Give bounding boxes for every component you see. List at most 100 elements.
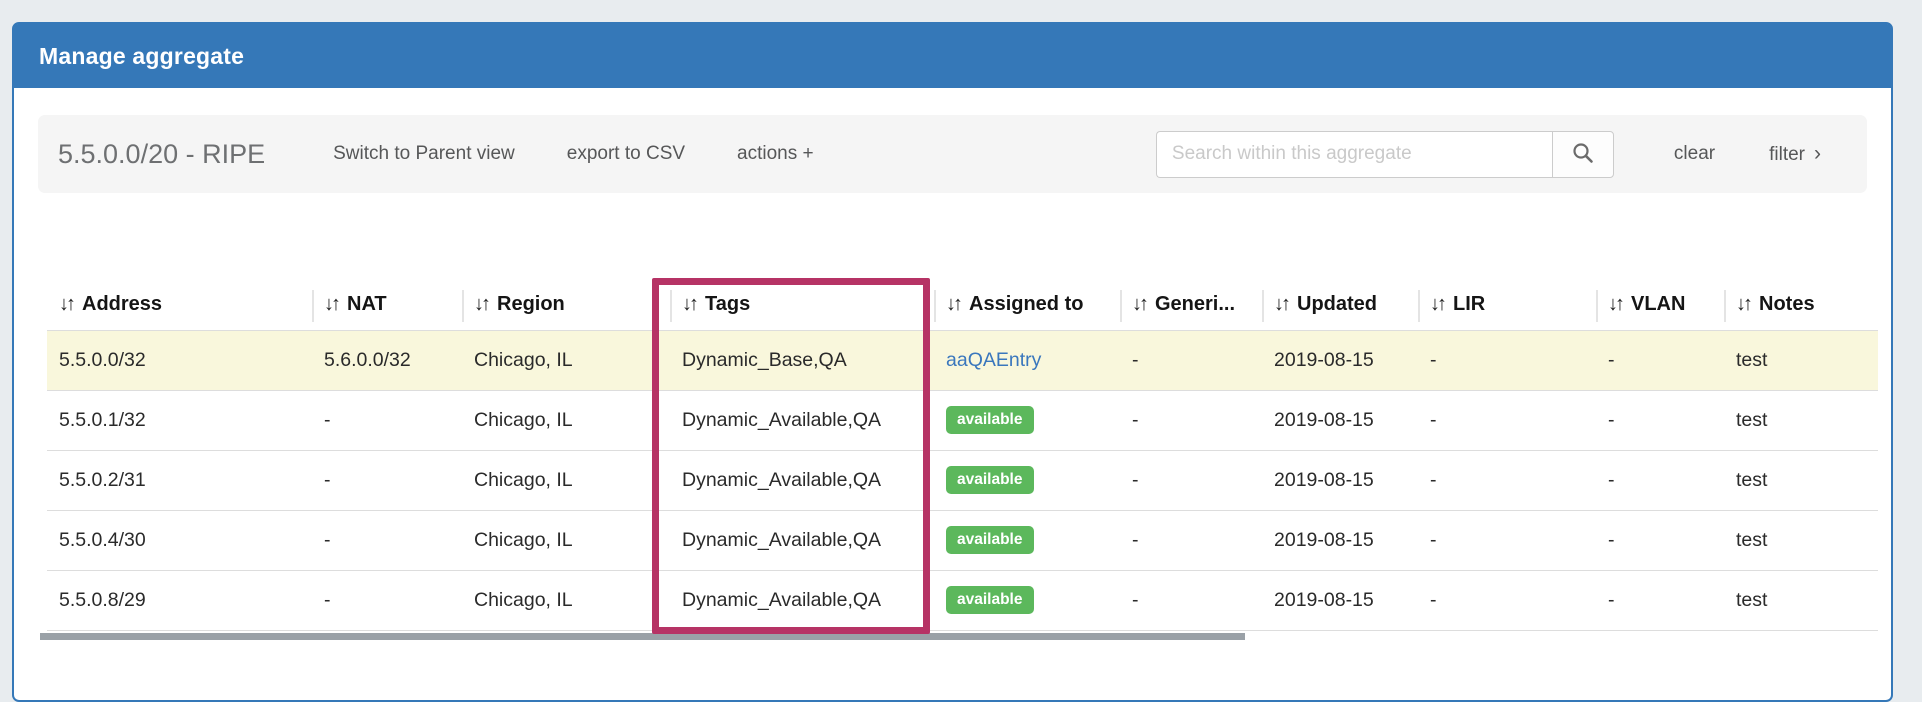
cell-generic: - (1120, 449, 1262, 510)
search-group (1155, 130, 1614, 178)
sort-icon: ↓↑ (946, 293, 963, 316)
header-divider (462, 290, 464, 322)
column-label: LIR (1453, 293, 1486, 316)
manage-aggregate-panel: Manage aggregate 5.5.0.0/20 - RIPE Switc… (12, 22, 1893, 702)
cell-generic: - (1120, 569, 1262, 631)
sort-icon: ↓↑ (682, 293, 699, 316)
cell-assigned_to: available (934, 509, 1120, 570)
filter-label: filter (1769, 144, 1805, 165)
clear-button[interactable]: clear (1673, 143, 1716, 164)
available-badge: available (946, 586, 1034, 614)
cell-notes: test (1724, 569, 1878, 631)
cell-notes: test (1724, 449, 1878, 510)
cell-notes: test (1724, 389, 1878, 450)
cell-region: Chicago, IL (462, 569, 670, 631)
table-row[interactable]: 5.5.0.8/29- Chicago, IL Dynamic_Available,… (47, 569, 1878, 631)
cell-tags: Dynamic_Available,QA (670, 509, 934, 570)
switch-to-parent-view-link[interactable]: Switch to Parent view (333, 143, 515, 164)
cell-vlan: - (1596, 389, 1724, 450)
search-input[interactable] (1155, 130, 1552, 178)
cell-notes: test (1724, 329, 1878, 390)
column-header-tags[interactable]: ↓↑ Tags (670, 280, 934, 330)
column-header-vlan[interactable]: ↓↑ VLAN (1596, 280, 1724, 330)
cell-generic: - (1120, 329, 1262, 390)
column-label: VLAN (1631, 293, 1686, 316)
column-label: Address (82, 293, 163, 316)
chevron-right-icon: › (1814, 142, 1821, 165)
column-label: Notes (1759, 293, 1815, 316)
export-to-csv-link[interactable]: export to CSV (566, 143, 686, 164)
header-divider (1120, 290, 1122, 322)
cell-region: Chicago, IL (462, 389, 670, 450)
column-label: Generi... (1155, 293, 1236, 316)
cell-tags: Dynamic_Base,QA (670, 329, 934, 390)
actions-menu-button[interactable]: actions + (737, 143, 814, 164)
search-icon (1572, 142, 1594, 167)
sort-icon: ↓↑ (59, 293, 76, 316)
column-header-generic[interactable]: ↓↑ Generi... (1120, 280, 1262, 330)
table-row[interactable]: 5.5.0.4/30- Chicago, IL Dynamic_Available,… (47, 509, 1878, 570)
cell-region: Chicago, IL (462, 509, 670, 570)
assigned-entry-link[interactable]: aaQAEntry (946, 348, 1042, 371)
cell-address: 5.5.0.8/29 (47, 569, 312, 631)
table-header-row: ↓↑ Address ↓↑ NAT ↓↑ Region ↓↑ Tags ↓↑ Assigned t… (47, 280, 1878, 330)
cell-updated: 2019-08-15 (1262, 569, 1418, 631)
cell-lir: - (1418, 569, 1596, 631)
cell-region: Chicago, IL (462, 329, 670, 390)
toolbar: 5.5.0.0/20 - RIPE Switch to Parent view … (38, 115, 1867, 193)
header-divider (1262, 290, 1264, 322)
cell-nat: - (312, 509, 462, 570)
column-header-lir[interactable]: ↓↑ LIR (1418, 280, 1596, 330)
cell-updated: 2019-08-15 (1262, 509, 1418, 570)
cell-address: 5.5.0.1/32 (47, 389, 312, 450)
cell-vlan: - (1596, 449, 1724, 510)
sort-icon: ↓↑ (1736, 293, 1753, 316)
cell-updated: 2019-08-15 (1262, 449, 1418, 510)
column-header-updated[interactable]: ↓↑ Updated (1262, 280, 1418, 330)
column-header-region[interactable]: ↓↑ Region (462, 280, 670, 330)
cell-region: Chicago, IL (462, 449, 670, 510)
cell-address: 5.5.0.4/30 (47, 509, 312, 570)
search-button[interactable] (1551, 130, 1614, 178)
sort-icon: ↓↑ (1274, 293, 1291, 316)
cell-nat: - (312, 449, 462, 510)
cell-lir: - (1418, 389, 1596, 450)
header-divider (934, 290, 936, 322)
aggregate-table: ↓↑ Address ↓↑ NAT ↓↑ Region ↓↑ Tags ↓↑ Assigned t… (47, 280, 1878, 631)
table-row[interactable]: 5.5.0.2/31- Chicago, IL Dynamic_Available,… (47, 449, 1878, 510)
column-label: Tags (705, 293, 751, 316)
cell-nat: - (312, 569, 462, 631)
column-label: NAT (347, 293, 387, 316)
cell-nat: - (312, 389, 462, 450)
table-row[interactable]: 5.5.0.0/32 5.6.0.0/32 Chicago, IL Dynamic_B… (47, 329, 1878, 390)
column-header-address[interactable]: ↓↑ Address (47, 280, 312, 330)
cell-lir: - (1418, 329, 1596, 390)
column-label: Updated (1297, 293, 1377, 316)
column-header-assigned_to[interactable]: ↓↑ Assigned to (934, 280, 1120, 330)
panel-header: Manage aggregate (14, 24, 1891, 88)
cell-tags: Dynamic_Available,QA (670, 389, 934, 450)
column-header-notes[interactable]: ↓↑ Notes (1724, 280, 1878, 330)
horizontal-scrollbar[interactable] (40, 633, 1245, 640)
cell-lir: - (1418, 449, 1596, 510)
cell-nat: 5.6.0.0/32 (312, 329, 462, 390)
cell-notes: test (1724, 509, 1878, 570)
table-wrap: ↓↑ Address ↓↑ NAT ↓↑ Region ↓↑ Tags ↓↑ Assigned t… (47, 280, 1878, 631)
filter-button[interactable]: filter › (1769, 142, 1821, 166)
aggregate-title: 5.5.0.0/20 - RIPE (58, 138, 266, 169)
header-divider (312, 290, 314, 322)
available-badge: available (946, 466, 1034, 494)
cell-vlan: - (1596, 509, 1724, 570)
cell-assigned_to: aaQAEntry (934, 329, 1120, 390)
cell-assigned_to: available (934, 389, 1120, 450)
sort-icon: ↓↑ (1430, 293, 1447, 316)
table-row[interactable]: 5.5.0.1/32- Chicago, IL Dynamic_Available,… (47, 389, 1878, 450)
cell-generic: - (1120, 389, 1262, 450)
column-header-nat[interactable]: ↓↑ NAT (312, 280, 462, 330)
cell-vlan: - (1596, 329, 1724, 390)
cell-assigned_to: available (934, 449, 1120, 510)
header-divider (1724, 290, 1726, 322)
sort-icon: ↓↑ (474, 293, 491, 316)
cell-vlan: - (1596, 569, 1724, 631)
available-badge: available (946, 526, 1034, 554)
